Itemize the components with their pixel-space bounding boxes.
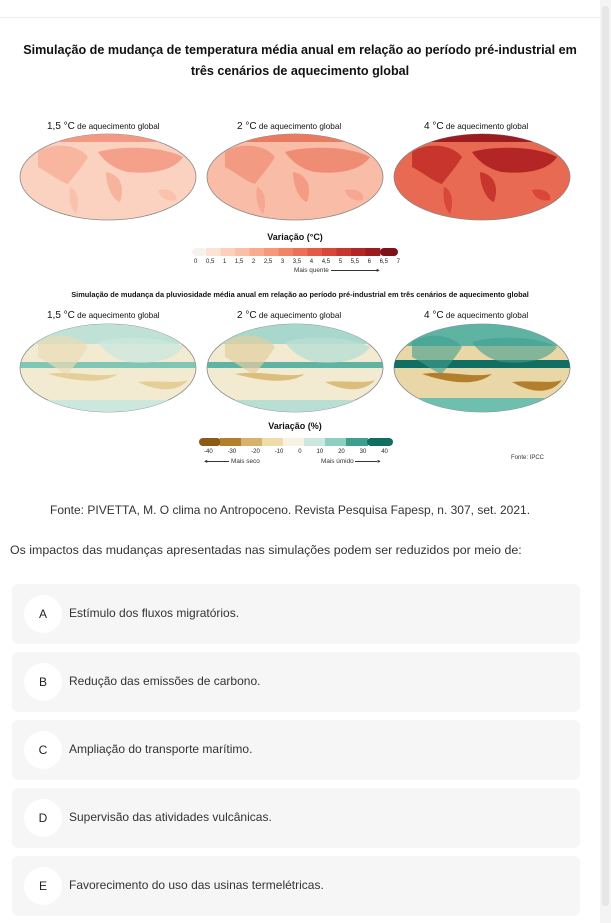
temp-note: Mais quente ▸ [294,267,380,274]
option-c[interactable]: C Ampliação do transporte marítimo. [12,720,580,780]
temp-map-label-4: 4 °C de aquecimento global [424,121,529,132]
precip-map-4 [393,323,571,413]
temp-map-label-1-5: 1,5 °C de aquecimento global [47,121,160,132]
precip-map-label-1-5: 1,5 °C de aquecimento global [47,310,160,321]
figure-title: Simulação de mudança de temperatura médi… [10,40,590,82]
ipcc-credit: Fonte: IPCC [511,455,545,461]
temp-legend-title: Variação (°C) [267,232,323,242]
option-a[interactable]: A Estímulo dos fluxos migratórios. [12,584,580,644]
question-text: Os impactos das mudanças apresentadas na… [10,543,522,557]
precip-map-2 [206,323,384,413]
temp-ticks: 0 0,5 1 1,5 2 2,5 3 3,5 4 4,5 5 5,5 6 6,5 7 [194,259,400,265]
option-b[interactable]: B Redução das emissões de carbono. [12,652,580,712]
option-d-text: Supervisão das atividades vulcânicas. [69,810,272,824]
precip-note-dry: ◂ Mais seco [204,458,260,465]
temp-map-2 [206,133,384,221]
option-d[interactable]: D Supervisão das atividades vulcânicas. [12,788,580,848]
option-c-text: Ampliação do transporte marítimo. [69,742,253,756]
figure-title-line-2: três cenários de aquecimento global [190,64,410,78]
vertical-scrollbar[interactable] [600,0,611,923]
option-b-text: Redução das emissões de carbono. [69,674,261,688]
source-citation: Fonte: PIVETTA, M. O clima no Antropocen… [50,503,531,517]
option-d-letter: D [24,799,62,837]
temp-map-1-5 [19,133,197,221]
precip-title: Simulação de mudança da pluviosidade méd… [71,290,529,299]
precip-map-label-2: 2 °C de aquecimento global [237,310,342,321]
precip-ticks: -40 -30 -20 -10 0 10 20 30 40 [204,449,388,455]
option-e[interactable]: E Favorecimento do uso das usinas termel… [12,856,580,916]
climate-figure: Simulação de mudança de temperatura médi… [10,40,590,465]
top-divider [0,17,600,18]
option-b-letter: B [24,663,62,701]
option-e-letter: E [24,867,62,905]
precip-map-label-4: 4 °C de aquecimento global [424,310,529,321]
option-c-letter: C [24,731,62,769]
figure-title-line-1: Simulação de mudança de temperatura médi… [23,43,577,57]
precip-map-1-5 [19,323,197,413]
precip-color-scale [199,438,393,446]
scrollbar-thumb[interactable] [602,6,609,906]
option-e-text: Favorecimento do uso das usinas termelét… [69,878,324,892]
option-a-letter: A [24,595,62,633]
precip-legend-title: Variação (%) [268,421,322,431]
option-a-text: Estímulo dos fluxos migratórios. [69,606,240,620]
precip-note-wet: Mais úmido ▸ [321,458,381,465]
temp-map-4 [393,133,571,221]
temp-color-scale [192,248,398,256]
temp-map-label-2: 2 °C de aquecimento global [237,121,342,132]
